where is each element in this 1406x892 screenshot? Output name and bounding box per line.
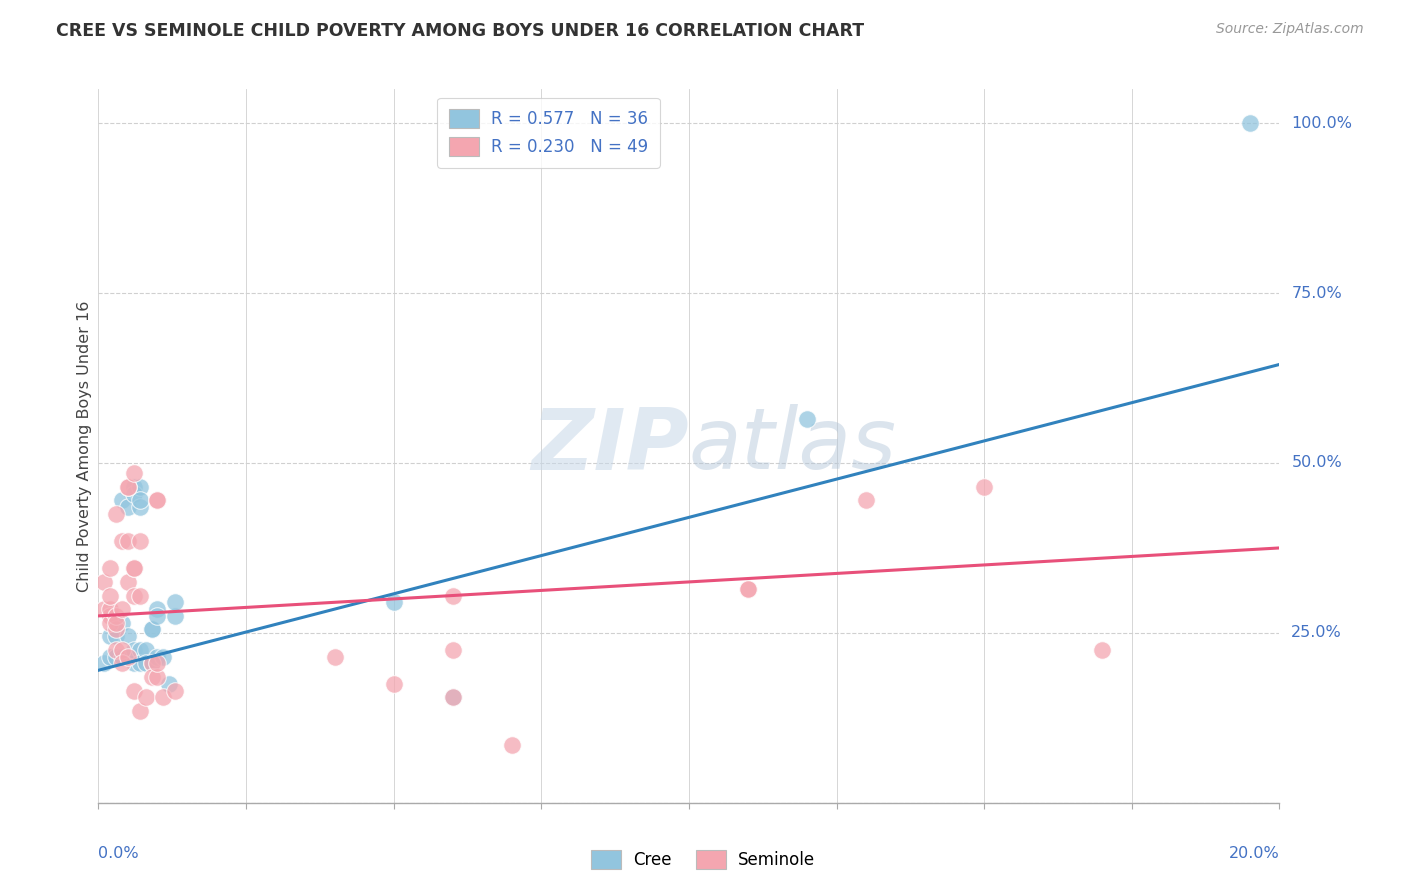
Point — [128, 493, 150, 508]
Point — [141, 657, 163, 671]
Point — [122, 561, 145, 575]
Point — [165, 608, 187, 623]
Point — [117, 574, 139, 589]
Point — [98, 649, 121, 664]
Point — [105, 623, 128, 637]
Point — [501, 738, 523, 752]
Point — [382, 677, 405, 691]
Point — [737, 582, 759, 596]
Point — [737, 582, 759, 596]
Text: 100.0%: 100.0% — [1291, 116, 1353, 131]
Point — [98, 615, 121, 630]
Text: 0.0%: 0.0% — [98, 846, 139, 861]
Point — [111, 534, 134, 549]
Point — [135, 643, 157, 657]
Point — [122, 589, 145, 603]
Point — [98, 629, 121, 643]
Point — [323, 649, 346, 664]
Point — [117, 500, 139, 515]
Point — [98, 561, 121, 575]
Point — [441, 589, 464, 603]
Legend: R = 0.577   N = 36, R = 0.230   N = 49: R = 0.577 N = 36, R = 0.230 N = 49 — [437, 97, 659, 168]
Text: 25.0%: 25.0% — [1291, 625, 1341, 640]
Point — [122, 480, 145, 494]
Point — [146, 649, 169, 664]
Point — [382, 595, 405, 609]
Point — [152, 690, 174, 705]
Point — [128, 704, 150, 718]
Point — [122, 561, 145, 575]
Point — [1239, 116, 1261, 130]
Point — [441, 690, 464, 705]
Point — [117, 534, 139, 549]
Point — [146, 670, 169, 684]
Point — [122, 466, 145, 480]
Text: atlas: atlas — [689, 404, 897, 488]
Point — [141, 670, 163, 684]
Point — [128, 500, 150, 515]
Text: 20.0%: 20.0% — [1229, 846, 1279, 861]
Point — [128, 534, 150, 549]
Point — [111, 602, 134, 616]
Point — [141, 623, 163, 637]
Legend: Cree, Seminole: Cree, Seminole — [581, 840, 825, 880]
Point — [128, 643, 150, 657]
Point — [128, 589, 150, 603]
Point — [146, 608, 169, 623]
Point — [165, 683, 187, 698]
Point — [98, 602, 121, 616]
Point — [111, 493, 134, 508]
Point — [141, 623, 163, 637]
Point — [117, 649, 139, 664]
Point — [117, 480, 139, 494]
Point — [135, 657, 157, 671]
Point — [1091, 643, 1114, 657]
Point — [93, 574, 115, 589]
Point — [105, 649, 128, 664]
Point — [105, 629, 128, 643]
Point — [117, 480, 139, 494]
Point — [122, 643, 145, 657]
Point — [157, 677, 180, 691]
Point — [98, 608, 121, 623]
Point — [146, 602, 169, 616]
Point — [122, 683, 145, 698]
Point — [441, 643, 464, 657]
Text: CREE VS SEMINOLE CHILD POVERTY AMONG BOYS UNDER 16 CORRELATION CHART: CREE VS SEMINOLE CHILD POVERTY AMONG BOY… — [56, 22, 865, 40]
Point — [165, 595, 187, 609]
Point — [122, 657, 145, 671]
Point — [855, 493, 877, 508]
Point — [128, 657, 150, 671]
Text: Source: ZipAtlas.com: Source: ZipAtlas.com — [1216, 22, 1364, 37]
Point — [146, 493, 169, 508]
Point — [441, 690, 464, 705]
Point — [117, 629, 139, 643]
Point — [135, 690, 157, 705]
Point — [141, 657, 163, 671]
Point — [117, 649, 139, 664]
Point — [111, 615, 134, 630]
Text: 75.0%: 75.0% — [1291, 285, 1341, 301]
Text: ZIP: ZIP — [531, 404, 689, 488]
Point — [122, 486, 145, 500]
Point — [146, 493, 169, 508]
Point — [105, 608, 128, 623]
Point — [93, 657, 115, 671]
Point — [152, 649, 174, 664]
Point — [973, 480, 995, 494]
Point — [105, 643, 128, 657]
Point — [111, 643, 134, 657]
Text: 50.0%: 50.0% — [1291, 456, 1341, 470]
Point — [93, 602, 115, 616]
Y-axis label: Child Poverty Among Boys Under 16: Child Poverty Among Boys Under 16 — [77, 301, 91, 591]
Point — [796, 412, 818, 426]
Point — [111, 657, 134, 671]
Point — [98, 589, 121, 603]
Point — [146, 657, 169, 671]
Point — [105, 615, 128, 630]
Point — [128, 480, 150, 494]
Point — [111, 649, 134, 664]
Point — [105, 507, 128, 521]
